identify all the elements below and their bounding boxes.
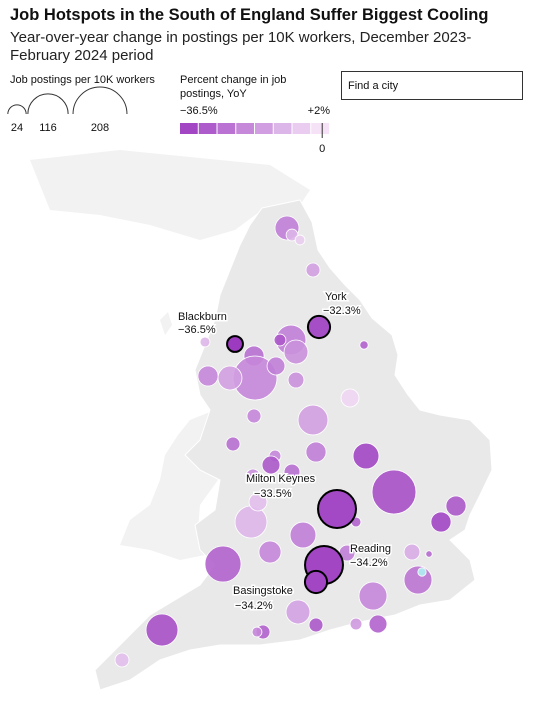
city-bubble <box>204 545 242 583</box>
size-legend-label: 116 <box>39 122 57 134</box>
city-bubble <box>266 356 286 376</box>
city-bubble <box>359 340 369 350</box>
city-bubble <box>283 339 309 365</box>
color-swatch <box>311 123 329 134</box>
city-bubble-highlighted <box>303 569 329 595</box>
size-legend-title: Job postings per 10K workers <box>10 74 155 86</box>
color-legend-max: +2% <box>308 105 331 117</box>
city-name: Basingstoke <box>233 585 293 597</box>
color-swatch <box>255 123 273 134</box>
city-bubble <box>285 599 311 625</box>
city-bubble <box>445 495 467 517</box>
city-change-label: −36.5% <box>178 324 216 336</box>
color-swatch <box>273 123 292 134</box>
city-bubble <box>308 617 324 633</box>
city-name: Blackburn <box>178 311 227 323</box>
color-swatch <box>236 123 254 134</box>
city-change-label: −34.2% <box>350 557 388 569</box>
city-bubble <box>145 613 179 647</box>
city-bubble <box>352 442 380 470</box>
size-legend-circle <box>7 104 27 115</box>
size-legend-label: 208 <box>91 122 109 134</box>
city-bubble <box>417 567 427 577</box>
city-bubble <box>283 463 301 481</box>
city-bubble <box>197 365 219 387</box>
city-name: Reading <box>350 543 391 555</box>
city-bubble <box>289 521 317 549</box>
city-bubble <box>305 441 327 463</box>
color-swatch <box>180 123 198 134</box>
city-bubble <box>368 614 388 634</box>
city-change-label: −33.5% <box>254 488 292 500</box>
color-swatch <box>292 123 311 134</box>
city-bubble <box>234 505 268 539</box>
city-bubble <box>403 543 421 561</box>
city-bubble <box>297 404 329 436</box>
city-name: York <box>325 291 347 303</box>
city-bubble-highlighted <box>317 489 357 529</box>
city-bubble <box>371 469 417 515</box>
city-bubble-highlighted <box>226 335 244 353</box>
city-bubble <box>225 436 241 452</box>
color-swatch <box>198 123 217 134</box>
size-legend-label: 24 <box>11 122 23 134</box>
search-box[interactable]: Find a city <box>341 71 523 100</box>
city-bubble <box>273 333 287 347</box>
zero-label: 0 <box>319 143 325 155</box>
city-bubble <box>248 492 268 512</box>
city-bubble <box>246 408 262 424</box>
city-bubble <box>258 540 282 564</box>
city-bubble <box>358 581 388 611</box>
subtitle: Year-over-year change in postings per 10… <box>10 29 472 64</box>
size-legend-circle <box>27 93 69 115</box>
city-bubble <box>425 550 433 558</box>
city-bubble <box>217 365 243 391</box>
city-bubble <box>251 626 263 638</box>
city-change-label: −32.3% <box>323 305 361 317</box>
city-name: Milton Keynes <box>246 473 316 485</box>
color-legend-min: −36.5% <box>180 105 218 117</box>
city-bubble <box>294 234 306 246</box>
color-swatch <box>217 123 236 134</box>
color-legend-title: Percent change in job postings, YoY <box>180 74 287 100</box>
size-legend-circle <box>72 86 128 115</box>
city-bubble <box>340 388 360 408</box>
city-bubble <box>245 468 261 484</box>
city-bubble <box>287 371 305 389</box>
city-bubble <box>261 455 281 475</box>
city-bubble <box>285 228 299 242</box>
city-bubble <box>430 511 452 533</box>
city-bubble <box>349 617 363 631</box>
city-bubble <box>199 336 211 348</box>
city-bubble <box>305 262 321 278</box>
city-bubble <box>114 652 130 668</box>
title: Job Hotspots in the South of England Suf… <box>10 6 489 24</box>
city-bubble-highlighted <box>306 314 332 340</box>
city-change-label: −34.2% <box>235 600 273 612</box>
